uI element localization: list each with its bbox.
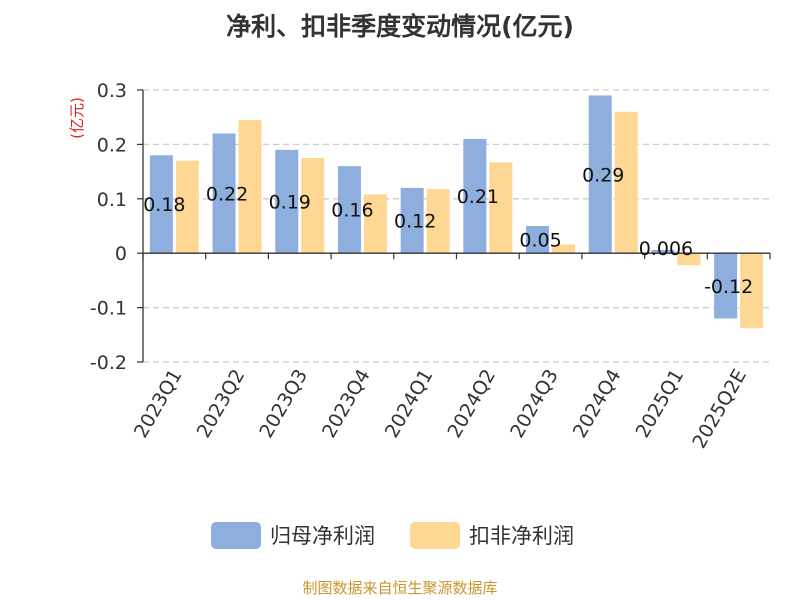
- y-axis-unit-label: (亿元): [68, 97, 86, 139]
- y-tick-label: 0.1: [97, 189, 127, 211]
- data-label: 0.12: [394, 211, 436, 233]
- bar: [463, 138, 487, 254]
- bar: [400, 187, 424, 254]
- category-label: 2024Q3: [506, 366, 563, 442]
- category-label: 2023Q3: [255, 366, 312, 442]
- legend-label: 归母净利润: [270, 524, 375, 548]
- axes: [137, 89, 771, 363]
- y-tick-label: 0: [115, 243, 127, 265]
- bar: [651, 249, 675, 254]
- data-labels: 0.18 0.22 0.19 0.16 0.12 0.21 0.05 0.29 0.006 -0.…: [143, 164, 753, 298]
- legend: 归母净利润 扣非净利润: [211, 522, 574, 549]
- category-label: 2024Q4: [569, 366, 626, 442]
- category-label: 2025Q2E: [688, 366, 751, 453]
- data-label: 0.21: [457, 186, 499, 208]
- y-tick-label: -0.2: [90, 352, 127, 374]
- bars: [149, 95, 764, 329]
- legend-label: 扣非净利润: [469, 524, 574, 548]
- data-label: 0.006: [639, 238, 693, 260]
- bar: [301, 158, 325, 254]
- category-label: 2023Q4: [318, 366, 375, 442]
- bar: [552, 244, 576, 254]
- category-label: 2023Q2: [193, 366, 250, 442]
- category-label: 2025Q1: [632, 366, 689, 442]
- bar: [740, 253, 764, 329]
- bar: [275, 149, 299, 254]
- data-label: 0.18: [143, 194, 185, 216]
- bar: [363, 194, 387, 254]
- bar: [426, 189, 450, 254]
- y-tick-label: 0.2: [97, 134, 127, 156]
- legend-swatch: [211, 522, 261, 549]
- category-label: 2024Q1: [381, 366, 438, 442]
- bar: [677, 253, 701, 266]
- category-label: 2024Q2: [443, 366, 500, 442]
- data-label: 0.19: [269, 192, 311, 214]
- bar: [526, 226, 550, 254]
- bar: [175, 160, 199, 254]
- data-label: -0.12: [704, 276, 753, 298]
- data-label: 0.29: [582, 164, 624, 186]
- chart-title: 净利、扣非季度变动情况(亿元): [226, 12, 574, 41]
- bar: [337, 166, 361, 254]
- x-axis-labels: 2023Q1 2023Q2 2023Q3 2023Q4 2024Q1 2024Q2 2024…: [130, 366, 751, 453]
- bar: [149, 155, 173, 254]
- category-label: 2023Q1: [130, 366, 187, 442]
- bar: [588, 95, 612, 254]
- data-label: 0.16: [331, 200, 373, 222]
- source-note: 制图数据来自恒生聚源数据库: [302, 579, 497, 597]
- bar: [238, 119, 262, 254]
- y-axis-ticks: 0.3 0.2 0.1 0 -0.2 -0.1: [90, 80, 127, 374]
- y-tick-label: 0.3: [97, 80, 127, 102]
- data-label: 0.22: [206, 183, 248, 205]
- bar: [714, 253, 738, 319]
- bar: [489, 162, 513, 254]
- bar: [614, 111, 638, 254]
- grid-lines: [143, 89, 770, 363]
- y-tick-label: -0.1: [90, 298, 127, 320]
- data-label: 0.05: [519, 230, 561, 252]
- legend-swatch: [410, 522, 460, 549]
- bar: [212, 133, 236, 254]
